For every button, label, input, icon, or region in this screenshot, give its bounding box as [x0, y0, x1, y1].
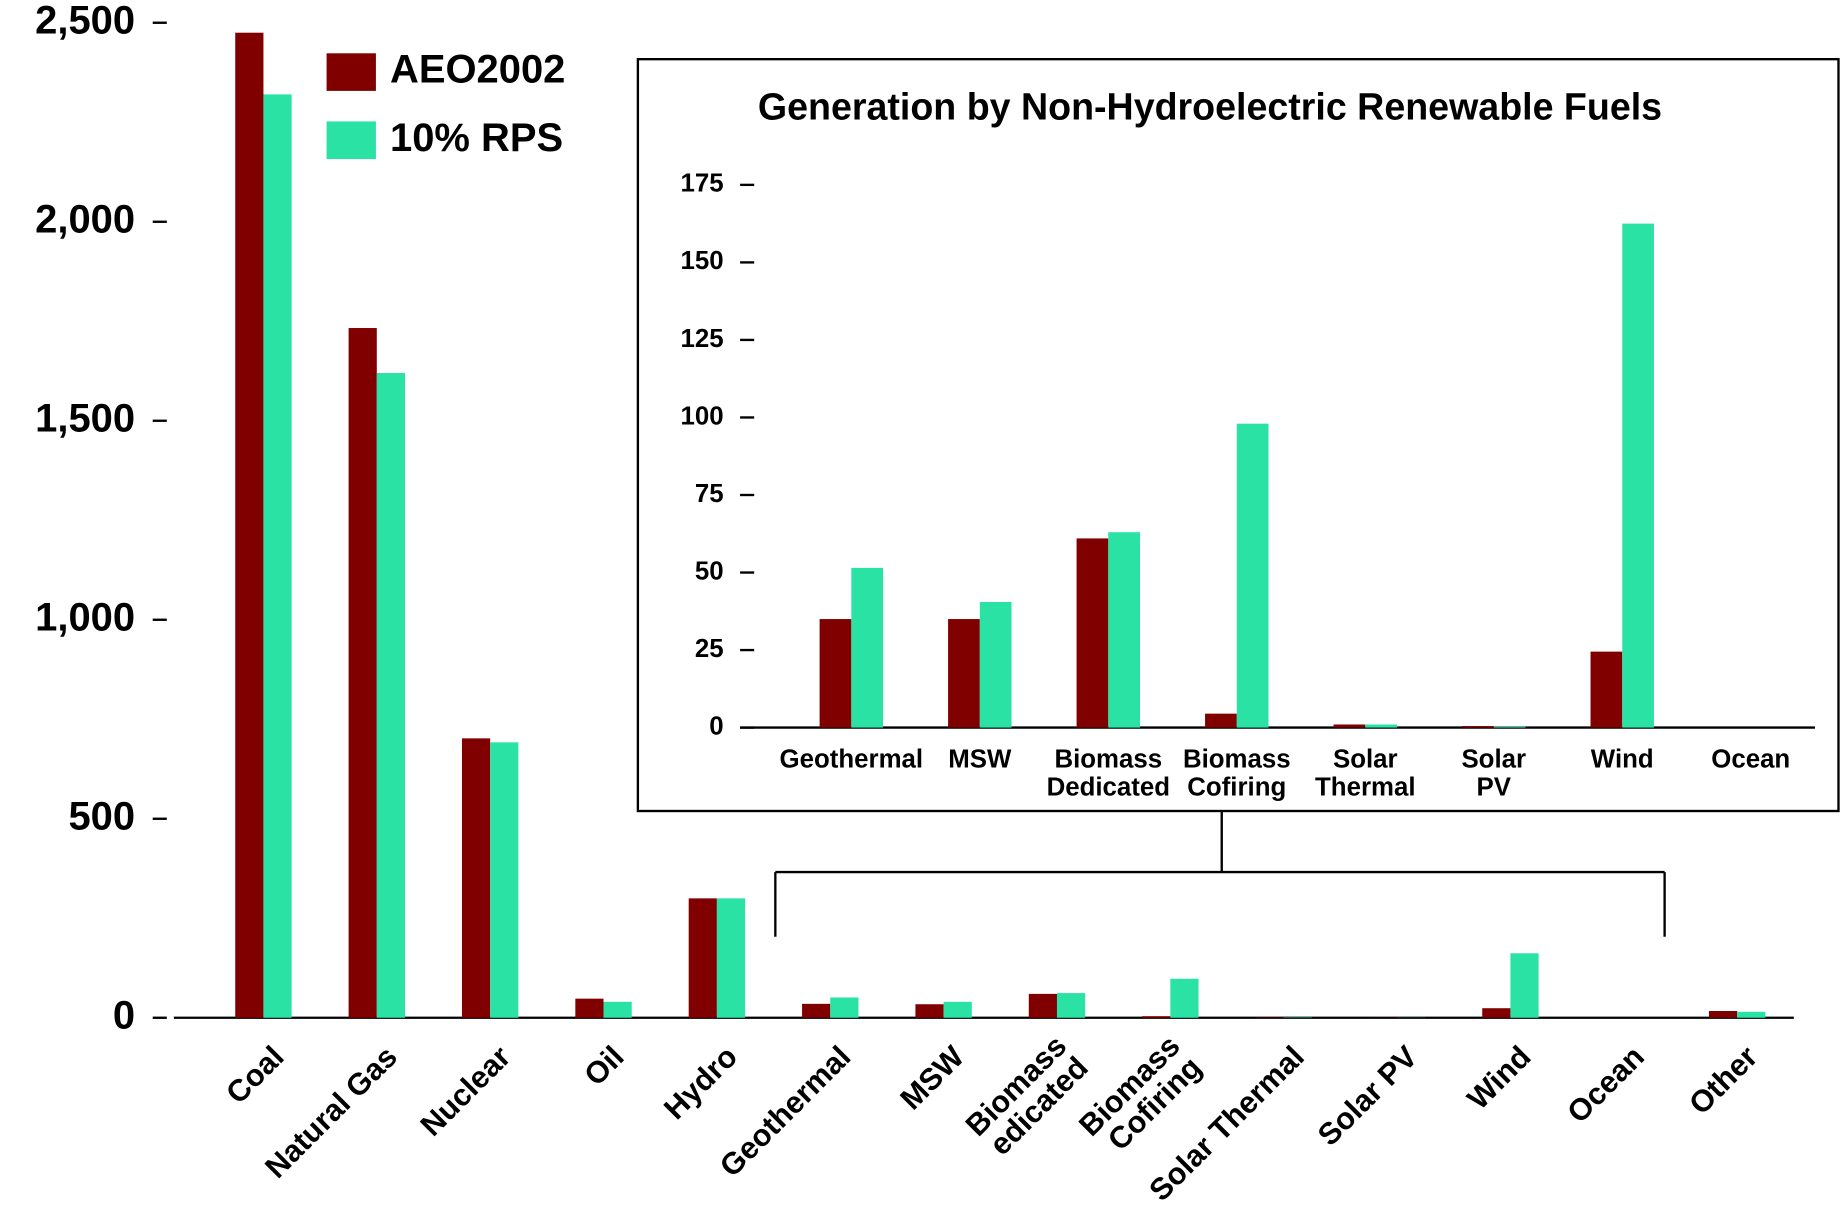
bar — [1205, 713, 1237, 728]
inset-title: Generation by Non-Hydroelectric Renewabl… — [758, 86, 1662, 128]
bar — [1170, 978, 1199, 1018]
bar — [688, 898, 717, 1018]
y-tick-label: 1,500 — [35, 396, 135, 440]
bar — [1236, 423, 1269, 728]
bar — [1622, 223, 1654, 728]
x-tick-label: Nuclear — [414, 1040, 517, 1143]
bar — [1333, 724, 1366, 728]
bar — [1108, 532, 1141, 728]
bar — [830, 997, 859, 1018]
bar — [1462, 726, 1494, 728]
x-tick-label: Geothermal — [780, 745, 924, 773]
x-tick-label: Ocean — [1561, 1040, 1651, 1130]
bar — [490, 742, 519, 1018]
legend-swatch — [326, 53, 376, 91]
bar — [235, 32, 264, 1018]
bar — [1482, 1008, 1511, 1018]
x-tick-label: Coal — [220, 1040, 291, 1111]
bar — [1028, 993, 1057, 1018]
y-tick-label: 175 — [681, 170, 724, 198]
bar — [1510, 953, 1539, 1018]
bar — [819, 619, 852, 728]
bar — [348, 328, 377, 1018]
y-tick-label: 0 — [709, 712, 723, 740]
y-tick-label: 2,500 — [35, 0, 135, 42]
x-tick-label: MSW — [894, 1039, 971, 1116]
bar — [376, 372, 405, 1018]
x-tick-label: Wind — [1591, 745, 1654, 773]
bar — [1056, 993, 1086, 1018]
y-tick-label: 500 — [68, 794, 135, 838]
x-tick-label: Ocean — [1711, 745, 1790, 773]
legend-label: 10% RPS — [390, 116, 563, 160]
x-tick-label: Oil — [578, 1040, 631, 1093]
x-tick-label: Solar PV — [1311, 1039, 1424, 1152]
y-tick-label: 50 — [695, 557, 724, 585]
bar — [603, 1001, 632, 1018]
bar — [851, 567, 884, 728]
x-tick-label: Solar PV — [1461, 745, 1526, 801]
y-tick-label: 150 — [681, 247, 724, 275]
bracket — [774, 811, 1666, 937]
legend-label: AEO2002 — [390, 48, 565, 92]
y-tick-label: 100 — [681, 402, 724, 430]
bar — [1737, 1011, 1766, 1018]
bar — [1493, 726, 1526, 728]
bar — [1708, 1010, 1738, 1018]
y-tick-label: 2,000 — [35, 197, 135, 241]
bar — [1365, 724, 1397, 728]
bar — [1076, 538, 1109, 728]
x-tick-label: Biomass Dedicated — [1047, 745, 1170, 801]
x-tick-label: Hydro — [658, 1040, 744, 1126]
bar — [461, 738, 491, 1018]
bar — [915, 1004, 944, 1018]
x-tick-label: Solar Thermal — [1315, 745, 1415, 801]
bar — [943, 1001, 972, 1018]
y-tick-label: 125 — [681, 325, 724, 353]
bar — [716, 898, 746, 1018]
x-tick-label: MSW — [948, 745, 1012, 773]
y-tick-label: 75 — [695, 480, 724, 508]
x-tick-label: Biomassedicated — [959, 1029, 1095, 1165]
y-tick-label: 25 — [695, 635, 724, 663]
y-tick-label: 0 — [113, 993, 135, 1037]
bar — [1590, 651, 1623, 728]
bar — [802, 1003, 831, 1018]
bar — [979, 601, 1012, 728]
bar — [948, 619, 980, 728]
x-tick-label: Other — [1683, 1040, 1765, 1122]
bar — [575, 998, 604, 1018]
bar — [263, 94, 292, 1018]
y-tick-label: 1,000 — [35, 595, 135, 639]
x-tick-label: Wind — [1461, 1040, 1538, 1117]
bar — [1142, 1016, 1171, 1018]
legend-swatch — [326, 121, 376, 160]
